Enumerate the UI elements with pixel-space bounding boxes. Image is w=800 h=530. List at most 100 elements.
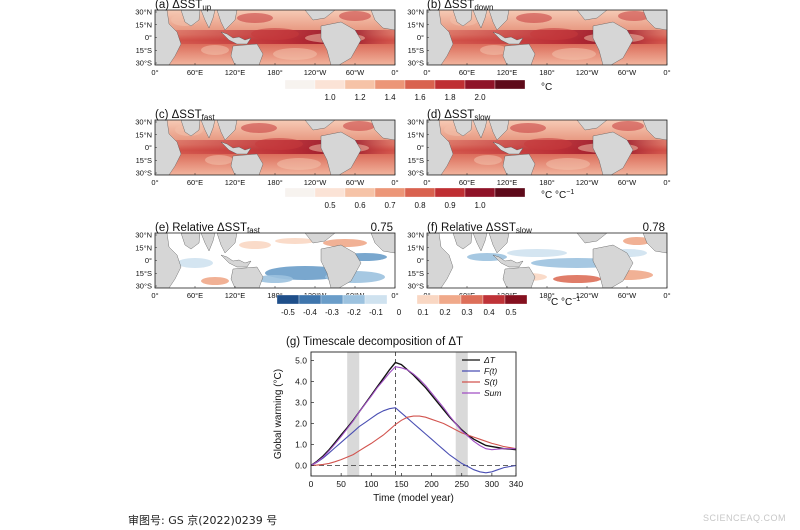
lat-tick-label: 15°S xyxy=(136,269,152,278)
lon-tick-label: 60°E xyxy=(187,291,203,300)
sst-anomaly-patch xyxy=(323,239,367,247)
land-mask xyxy=(200,10,216,29)
map-panel-e: 30°N15°N0°15°S30°S0°60°E120°E180°120°W60… xyxy=(135,222,398,300)
colorbar-tick-label: 0.6 xyxy=(354,201,366,210)
colorbar-tick-label: 1.2 xyxy=(354,93,366,102)
colorbar-tick-label: 2.0 xyxy=(474,93,486,102)
colorbar-swatch xyxy=(374,187,406,198)
series-slow xyxy=(310,415,517,467)
x-tick-label: 0 xyxy=(309,479,314,489)
lon-tick-label: 120°E xyxy=(497,68,518,77)
sst-anomaly-patch xyxy=(257,275,293,283)
land-mask xyxy=(452,233,473,250)
colorbar-unit: °C xyxy=(541,82,552,93)
lon-tick-label: 60°E xyxy=(187,178,203,187)
sst-anomaly-patch xyxy=(201,277,229,285)
lon-tick-label: 120°E xyxy=(497,178,518,187)
land-mask xyxy=(488,10,510,31)
lat-tick-label: 15°S xyxy=(408,269,424,278)
land-mask xyxy=(155,120,182,175)
lon-tick-label: 0° xyxy=(391,291,398,300)
lon-tick-label: 180° xyxy=(267,291,283,300)
land-mask xyxy=(492,254,524,268)
lon-tick-label: 180° xyxy=(267,178,283,187)
lon-tick-label: 180° xyxy=(267,68,283,77)
lat-tick-label: 0° xyxy=(145,143,152,152)
land-mask xyxy=(200,233,216,252)
sst-anomaly-patch xyxy=(275,238,315,244)
pattern-correlation-value: 0.78 xyxy=(643,222,665,234)
colorbar-tick-label: 1.8 xyxy=(444,93,456,102)
lon-tick-label: 0° xyxy=(151,291,158,300)
lon-tick-label: 120°W xyxy=(304,178,328,187)
land-mask xyxy=(304,120,336,131)
land-mask xyxy=(488,233,510,254)
y-tick-label: 0.0 xyxy=(295,460,307,470)
colorbar-absolute: 1.0 1.2 1.4 1.6 1.8 2.0 °C xyxy=(284,79,552,102)
lat-tick-label: 30°N xyxy=(135,231,152,240)
chart-title: (g) Timescale decomposition of ΔT xyxy=(286,336,463,348)
x-tick-label: 50 xyxy=(336,479,346,489)
land-mask xyxy=(642,10,667,31)
sst-anomaly-patch xyxy=(255,138,303,150)
colorbar-tick-label: 0 xyxy=(397,308,402,317)
y-tick-label: 3.0 xyxy=(295,397,307,407)
series-fast xyxy=(310,407,517,474)
panel-title: (f) Relative ΔSSTslow xyxy=(427,222,532,235)
lat-tick-label: 15°N xyxy=(407,20,424,29)
map-approval-number: 审图号: GS 京(2022)0239 号 xyxy=(128,514,278,527)
sst-anomaly-patch xyxy=(552,48,596,60)
lat-tick-label: 0° xyxy=(417,33,424,42)
colorbar-swatch xyxy=(404,187,436,198)
panel-title: (b) ΔSSTdown xyxy=(427,0,493,12)
land-mask xyxy=(452,120,473,137)
colorbar-swatch xyxy=(434,79,466,90)
lon-tick-label: 120°E xyxy=(225,178,246,187)
map-panel-b: 30°N15°N0°15°S30°S0° 60°E 120°E 180° 120°W 60… xyxy=(407,0,670,77)
sst-anomaly-patch xyxy=(239,241,271,249)
lat-tick-label: 15°S xyxy=(408,156,424,165)
lat-tick-label: 15°N xyxy=(135,130,152,139)
panel-title: (a) ΔSSTup xyxy=(155,0,212,12)
colorbar-unit-exponent: −1 xyxy=(572,296,580,303)
lon-tick-label: 0° xyxy=(391,178,398,187)
lon-tick-label: 0° xyxy=(151,178,158,187)
panel-title: (e) Relative ΔSSTfast xyxy=(155,222,261,235)
colorbar-swatch xyxy=(494,79,526,90)
land-mask xyxy=(180,10,201,27)
x-tick-label: 100 xyxy=(364,479,378,489)
land-mask xyxy=(216,10,238,31)
colorbar-tick-label: 0.4 xyxy=(483,308,495,317)
x-tick-label: 300 xyxy=(485,479,499,489)
lat-tick-label: 30°N xyxy=(135,8,152,17)
lon-tick-label: 60°W xyxy=(618,178,637,187)
lon-tick-label: 0° xyxy=(663,291,670,300)
colorbar-swatch xyxy=(494,187,526,198)
sst-anomaly-patch xyxy=(251,28,299,40)
colorbar-swatch xyxy=(342,294,366,305)
map-panel-c: 30°N15°N0°15°S30°S0° 60°E 120°E 180° 120°W 60… xyxy=(135,109,398,187)
map-panel-d: 30°N15°N0°15°S30°S0° 60°E 120°E 180° 120°W 60… xyxy=(407,109,670,187)
colorbar-normalized: 0.5 0.6 0.7 0.8 0.9 1.0 °C °C−1 xyxy=(284,187,574,210)
lat-tick-label: 30°S xyxy=(408,282,424,291)
series-delta-t xyxy=(310,361,517,467)
panel-title-subscript: down xyxy=(474,3,493,12)
panel-title-subscript: fast xyxy=(202,113,216,122)
map-panel-f: 30°N15°N0°15°S30°S0°60°E120°E180°120°W60… xyxy=(407,222,670,300)
sst-anomaly-patch xyxy=(524,138,572,150)
panel-title-subscript: fast xyxy=(247,226,261,235)
y-tick-label: 2.0 xyxy=(295,418,307,428)
lon-tick-label: 60°W xyxy=(618,68,637,77)
land-mask xyxy=(592,21,634,65)
colorbar-tick-label: -0.5 xyxy=(281,308,295,317)
lat-tick-label: 15°S xyxy=(408,46,424,55)
lat-tick-label: 0° xyxy=(145,33,152,42)
sst-anomaly-patch xyxy=(618,11,650,21)
land-mask xyxy=(216,120,238,141)
x-tick-label: 150 xyxy=(394,479,408,489)
land-mask xyxy=(230,266,264,288)
land-mask xyxy=(230,43,264,65)
land-mask xyxy=(592,244,634,288)
x-tick-label: 250 xyxy=(455,479,469,489)
